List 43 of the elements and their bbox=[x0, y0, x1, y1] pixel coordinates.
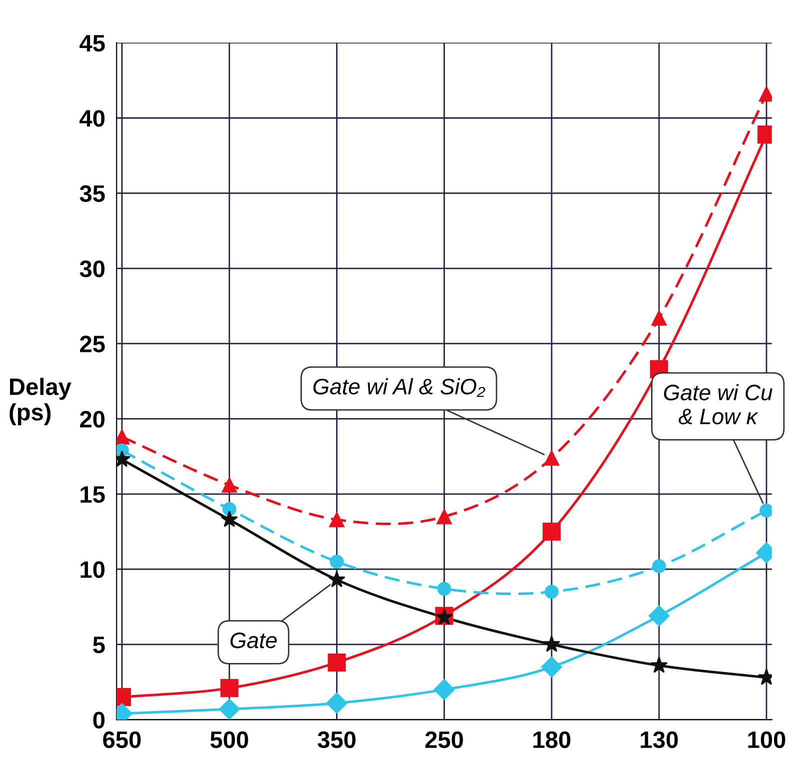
y-tick-label: 5 bbox=[93, 636, 105, 654]
point bbox=[437, 582, 452, 596]
y-tick-label: 30 bbox=[80, 260, 105, 278]
y-tick-label: 10 bbox=[80, 561, 105, 578]
y-tick-label: 35 bbox=[80, 185, 105, 202]
y-tick-label: 45 bbox=[80, 35, 105, 52]
x-tick-label: 650 bbox=[103, 731, 141, 748]
point bbox=[651, 310, 667, 326]
y-tick-label: 0 bbox=[93, 712, 104, 728]
point bbox=[326, 692, 348, 714]
point bbox=[329, 512, 344, 528]
x-tick-label: 350 bbox=[318, 731, 356, 748]
annotation: Gate wi Cu & Low κ bbox=[664, 384, 772, 424]
point bbox=[330, 554, 344, 569]
point bbox=[218, 698, 240, 720]
annotation: Gate wi Al & SiO₂ bbox=[313, 378, 486, 397]
y-tick-label: 15 bbox=[80, 486, 105, 503]
point bbox=[220, 679, 238, 698]
point bbox=[222, 477, 238, 493]
x-tick-label: 180 bbox=[533, 731, 570, 748]
x-tick-label: 250 bbox=[425, 731, 463, 748]
annotation: Gate bbox=[230, 632, 277, 648]
x-tick-label: 130 bbox=[640, 731, 678, 748]
point bbox=[542, 522, 561, 541]
point bbox=[652, 559, 666, 574]
y-tick-label: 20 bbox=[80, 410, 105, 428]
point bbox=[220, 510, 238, 528]
point bbox=[650, 656, 668, 673]
point bbox=[544, 584, 559, 599]
point bbox=[222, 502, 236, 516]
point bbox=[328, 570, 346, 588]
point bbox=[434, 679, 455, 700]
point bbox=[328, 653, 346, 672]
y-axis-title: Delay (ps) bbox=[10, 378, 72, 426]
point bbox=[543, 635, 560, 652]
point bbox=[436, 508, 452, 524]
x-tick-label: 500 bbox=[210, 731, 248, 748]
point bbox=[544, 450, 560, 466]
y-tick-label: 25 bbox=[80, 336, 105, 352]
y-tick-label: 40 bbox=[80, 110, 105, 127]
x-tick-label: 100 bbox=[748, 731, 786, 748]
point bbox=[541, 656, 562, 678]
point bbox=[648, 605, 670, 626]
